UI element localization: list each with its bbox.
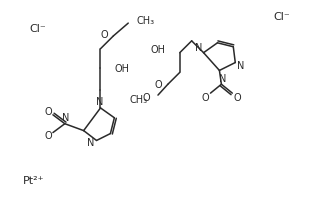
Text: N: N	[87, 139, 94, 149]
Text: O: O	[44, 107, 52, 117]
Text: N: N	[237, 61, 244, 71]
Text: O: O	[202, 93, 209, 103]
Text: N: N	[219, 74, 226, 84]
Text: OH: OH	[151, 45, 166, 55]
Text: O: O	[44, 131, 52, 141]
Text: O: O	[233, 93, 241, 103]
Text: CH₃: CH₃	[130, 95, 148, 105]
Text: O: O	[142, 93, 150, 103]
Text: Pt²⁺: Pt²⁺	[23, 176, 45, 186]
Text: O: O	[154, 80, 162, 90]
Text: N: N	[96, 97, 103, 107]
Text: N: N	[195, 43, 202, 53]
Text: CH₃: CH₃	[136, 16, 154, 26]
Text: O: O	[101, 30, 108, 40]
Text: OH: OH	[114, 64, 129, 74]
Text: Cl⁻: Cl⁻	[273, 12, 290, 22]
Text: N: N	[62, 113, 69, 123]
Text: Cl⁻: Cl⁻	[29, 24, 46, 34]
